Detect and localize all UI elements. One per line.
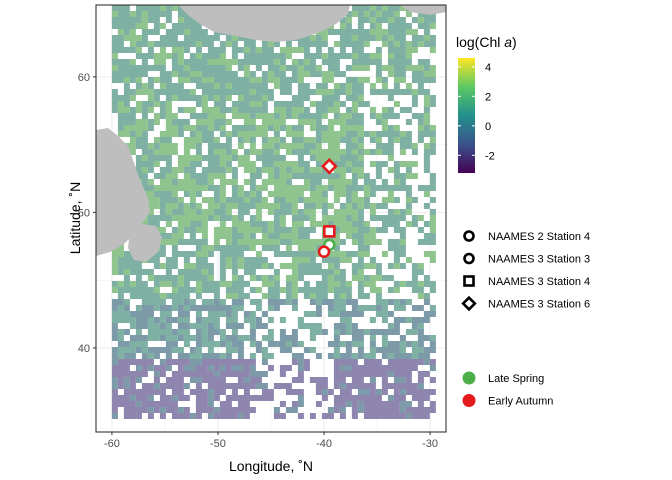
station-shape-legend: NAAMES 2 Station 4 NAAMES 3 Station 3 NAAM… [461,230,590,312]
raster-purple [111,359,436,419]
panel-border [95,4,447,433]
season-legend-dot [462,394,476,407]
season-color-legend: Late Spring Early Autumn [462,371,553,408]
colorbar-tick-label: -2 [485,150,495,162]
shape-legend-label: NAAMES 3 Station 6 [488,299,590,311]
station-marker [323,225,336,238]
colorbar-tick-label: 4 [485,62,491,74]
raster-teal [111,5,436,359]
season-legend-label: Early Autumn [488,396,553,408]
shape-legend-label: NAAMES 2 Station 4 [488,231,590,243]
station-markers [317,157,338,259]
x-tick-label: -40 [316,438,332,450]
station-marker [317,245,331,259]
y-tick-label: 60 [78,72,90,84]
y-tick-label: 50 [78,207,90,219]
land-greenland [178,5,350,42]
land-labrador [96,128,150,256]
land-newfoundland [128,224,162,262]
colorbar-legend: log(Chl a) 4 2 0 -2 [456,34,517,173]
landmasses [96,5,446,262]
season-legend-dot [462,371,476,385]
x-tick-label: -30 [422,438,438,450]
x-axis: -60 -50 -40 -30 [104,432,438,450]
legend-key-square [463,275,475,287]
legend-key-circle [463,252,475,265]
x-tick-label: -60 [104,438,120,450]
y-axis-title: Latitude, ˚N [67,182,83,254]
station-marker [320,157,338,175]
legend-key-circle [463,230,475,242]
y-tick-label: 40 [78,343,90,355]
x-axis-title: Longitude, ˚N [229,458,313,474]
raster-mid [111,299,436,419]
colorbar-tick-label: 2 [485,91,491,103]
colorbar [458,58,475,173]
legend-key-diamond [461,295,477,312]
colorbar-ticks: 4 2 0 -2 [458,62,495,162]
colorbar-title: log(Chl a) [456,34,517,50]
shape-legend-label: NAAMES 3 Station 4 [488,276,590,288]
colorbar-tick-label: 0 [485,121,491,133]
shape-legend-label: NAAMES 3 Station 3 [488,254,590,266]
x-tick-label: -50 [210,438,226,450]
season-legend-label: Late Spring [488,373,544,385]
y-axis: 40 50 60 [78,72,96,355]
land-iceland-edge [400,5,446,15]
chlorophyll-raster [111,5,436,419]
